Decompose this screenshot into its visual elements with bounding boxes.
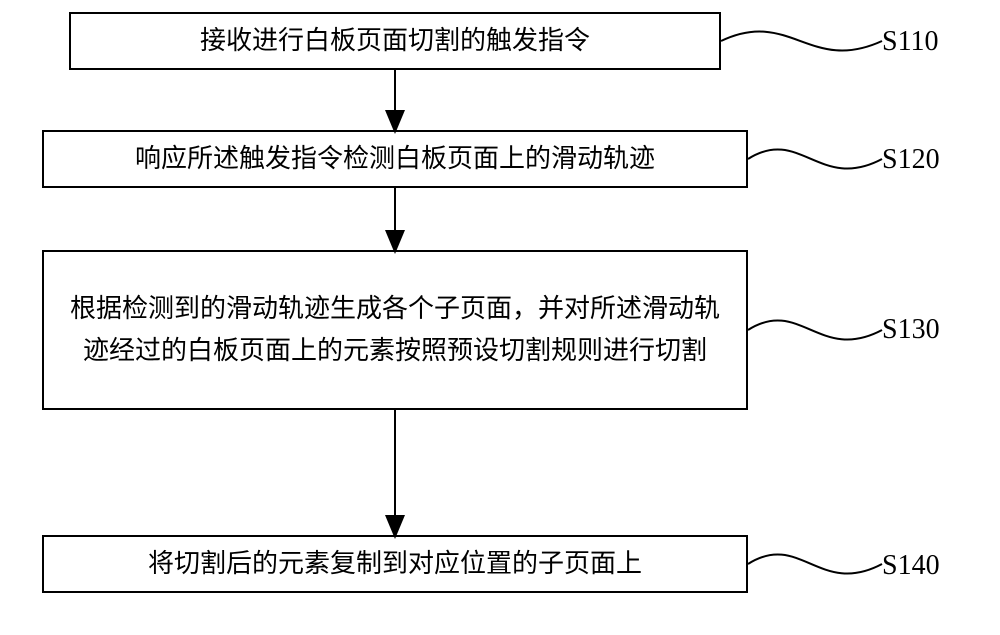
flow-node-text: 响应所述触发指令检测白板页面上的滑动轨迹 [135, 138, 655, 180]
label-connector [748, 320, 882, 339]
flow-node-text: 根据检测到的滑动轨迹生成各个子页面，并对所述滑动轨迹经过的白板页面上的元素按照预… [60, 288, 730, 371]
flow-node-n1: 接收进行白板页面切割的触发指令 [69, 12, 721, 70]
step-label-l4: S140 [882, 550, 940, 582]
flow-node-text: 将切割后的元素复制到对应位置的子页面上 [148, 543, 642, 585]
label-connector [748, 149, 882, 168]
step-label-l1: S110 [882, 26, 939, 58]
flow-node-n4: 将切割后的元素复制到对应位置的子页面上 [42, 535, 748, 593]
flowchart-canvas: 接收进行白板页面切割的触发指令响应所述触发指令检测白板页面上的滑动轨迹根据检测到… [0, 0, 1000, 635]
label-connector [721, 31, 882, 50]
flow-node-text: 接收进行白板页面切割的触发指令 [200, 20, 590, 62]
label-connector [748, 554, 882, 573]
step-label-l2: S120 [882, 144, 940, 176]
flow-node-n2: 响应所述触发指令检测白板页面上的滑动轨迹 [42, 130, 748, 188]
flow-node-n3: 根据检测到的滑动轨迹生成各个子页面，并对所述滑动轨迹经过的白板页面上的元素按照预… [42, 250, 748, 410]
step-label-l3: S130 [882, 314, 940, 346]
